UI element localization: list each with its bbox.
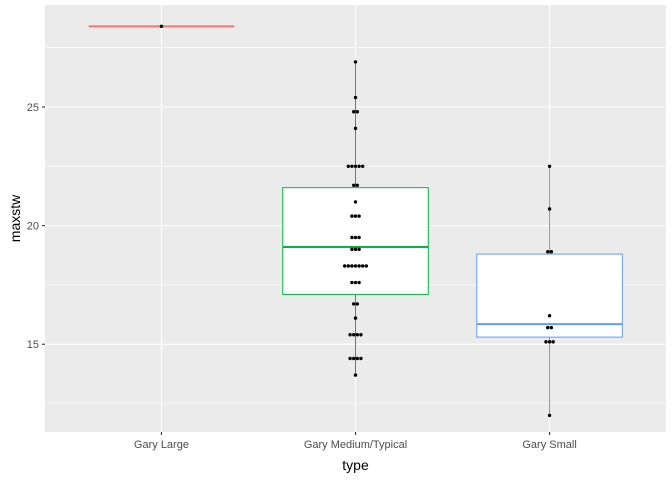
point-gary-medium-typical xyxy=(353,247,358,252)
box-gary-medium-typical xyxy=(282,61,429,376)
points-layer xyxy=(159,24,555,418)
y-tick-label: 15 xyxy=(27,339,39,351)
point-gary-small xyxy=(547,413,552,418)
y-axis: 15 20 25 xyxy=(27,102,45,351)
point-gary-small xyxy=(547,207,552,211)
point-gary-medium-typical xyxy=(350,235,354,240)
point-gary-small xyxy=(544,340,548,344)
point-gary-medium-typical xyxy=(355,356,359,361)
point-gary-medium-typical xyxy=(346,164,350,169)
point-gary-medium-typical xyxy=(352,302,356,306)
point-gary-medium-typical xyxy=(357,164,361,169)
point-gary-medium-typical xyxy=(350,280,354,285)
point-gary-medium-typical xyxy=(353,316,358,320)
point-gary-medium-typical xyxy=(348,356,352,361)
point-gary-medium-typical xyxy=(353,373,358,377)
point-gary-small xyxy=(547,340,552,344)
point-gary-medium-typical xyxy=(355,302,359,306)
point-gary-medium-typical xyxy=(359,356,363,361)
box-gary-small xyxy=(476,166,623,416)
point-gary-medium-typical xyxy=(361,164,365,169)
point-gary-medium-typical xyxy=(353,214,358,218)
point-gary-medium-typical xyxy=(353,126,358,131)
point-gary-small xyxy=(549,250,554,254)
x-axis: Gary Large Gary Medium/Typical Gary Small xyxy=(134,432,577,451)
point-gary-medium-typical xyxy=(353,60,358,64)
y-tick-label: 25 xyxy=(27,102,39,114)
y-tick-label: 20 xyxy=(27,221,39,233)
point-gary-medium-typical xyxy=(352,356,356,361)
point-gary-medium-typical xyxy=(357,247,361,252)
point-gary-medium-typical xyxy=(352,183,356,187)
point-gary-medium-typical xyxy=(353,200,358,204)
point-gary-medium-typical xyxy=(355,333,359,337)
x-tick-label: Gary Large xyxy=(134,439,189,451)
point-gary-medium-typical xyxy=(346,264,350,268)
point-gary-medium-typical xyxy=(355,183,359,187)
point-gary-medium-typical xyxy=(352,333,356,337)
box-iqr xyxy=(282,187,429,295)
point-gary-medium-typical xyxy=(357,235,361,240)
point-gary-medium-typical xyxy=(350,264,354,268)
point-gary-medium-typical xyxy=(353,280,358,285)
point-gary-medium-typical xyxy=(353,264,358,268)
point-gary-medium-typical xyxy=(357,214,361,218)
point-gary-medium-typical xyxy=(353,164,358,169)
point-gary-medium-typical xyxy=(348,333,352,337)
point-gary-medium-typical xyxy=(352,110,356,114)
point-gary-medium-typical xyxy=(359,333,363,337)
point-gary-medium-typical xyxy=(353,95,358,100)
point-gary-medium-typical xyxy=(361,264,365,268)
point-gary-small xyxy=(549,325,554,330)
x-axis-title: type xyxy=(342,457,369,473)
x-tick-label: Gary Medium/Typical xyxy=(304,439,407,451)
y-axis-title: maxstw xyxy=(7,194,23,242)
point-gary-medium-typical xyxy=(350,247,354,252)
point-gary-medium-typical xyxy=(364,264,368,268)
point-gary-medium-typical xyxy=(350,164,354,169)
point-gary-medium-typical xyxy=(355,110,359,114)
x-tick-label: Gary Small xyxy=(522,439,576,451)
point-gary-large xyxy=(159,24,164,29)
point-gary-small xyxy=(546,250,550,254)
boxes-layer xyxy=(88,25,623,416)
point-gary-medium-typical xyxy=(353,235,358,240)
point-gary-medium-typical xyxy=(357,280,361,285)
point-gary-medium-typical xyxy=(357,264,361,268)
point-gary-small xyxy=(547,164,552,169)
point-gary-medium-typical xyxy=(350,214,354,218)
point-gary-small xyxy=(546,325,550,330)
point-gary-medium-typical xyxy=(343,264,347,268)
point-gary-small xyxy=(547,314,552,318)
point-gary-small xyxy=(551,340,555,344)
